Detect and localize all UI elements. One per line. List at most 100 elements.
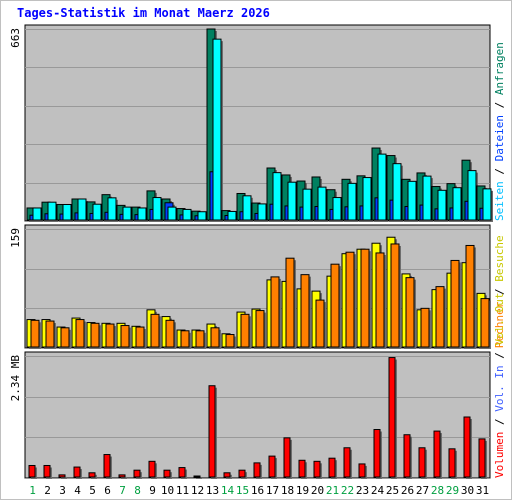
- bar-rechner: [255, 310, 265, 348]
- bar-seiten: [152, 197, 162, 221]
- bar-dateien: [179, 214, 189, 221]
- bar-seiten: [347, 182, 357, 221]
- bar-dateien: [374, 197, 384, 221]
- legend-item: Vol. In: [493, 365, 506, 411]
- bar-seiten: [122, 206, 132, 221]
- legend-item: Anfragen: [493, 42, 506, 95]
- bar-anfragen: [476, 185, 486, 221]
- bar-volumen: [223, 472, 231, 478]
- x-tick-label: 17: [266, 484, 279, 497]
- legend-item: Seiten: [493, 181, 506, 221]
- bar-besuche: [206, 323, 216, 348]
- bar-anfragen: [131, 206, 141, 221]
- bar-dateien: [44, 213, 54, 221]
- x-tick-label: 16: [251, 484, 264, 497]
- bar-seiten: [272, 172, 282, 221]
- bar-anfragen: [311, 176, 321, 221]
- bar-volumen: [298, 459, 306, 478]
- bar-rechner: [315, 299, 325, 348]
- bar-volumen: [313, 460, 321, 478]
- legend-item: Besuche: [493, 235, 506, 281]
- x-tick-label: 2: [44, 484, 51, 497]
- bar-anfragen: [266, 167, 276, 221]
- bar-anfragen: [251, 202, 261, 221]
- bar-seiten: [77, 198, 87, 221]
- bar-rechner: [120, 325, 130, 348]
- bar-rechner: [240, 313, 250, 348]
- bar-rechner: [105, 323, 115, 348]
- bar-dateien: [149, 208, 159, 221]
- bar-dateien: [314, 206, 324, 221]
- bar-volumen: [148, 460, 156, 478]
- bar-volumen: [403, 434, 411, 478]
- bar-volumen: [478, 438, 486, 478]
- bar-rechner: [180, 330, 190, 348]
- bar-rechner: [480, 298, 490, 348]
- bar-besuche: [326, 275, 336, 348]
- bar-besuche: [176, 329, 186, 348]
- bar-seiten: [482, 188, 492, 221]
- x-tick-label: 25: [386, 484, 399, 497]
- bar-seiten: [92, 203, 102, 221]
- bar-rechner: [300, 274, 310, 348]
- legend-separator: /: [493, 412, 506, 432]
- panel-1-plot-area: [24, 24, 491, 222]
- bar-volumen: [73, 466, 81, 478]
- bar-anfragen: [461, 159, 471, 221]
- x-tick-label: 4: [74, 484, 81, 497]
- bar-dateien: [119, 213, 129, 221]
- bar-volumen: [193, 475, 201, 478]
- bar-seiten: [242, 195, 252, 221]
- bar-volumen: [373, 429, 381, 478]
- bar-seiten: [302, 188, 312, 221]
- bar-dateien: [239, 211, 249, 221]
- bar-besuche: [41, 319, 51, 348]
- bar-rechner: [450, 259, 460, 348]
- panel-3-ymax-label: 2.34 MB: [9, 355, 22, 402]
- bar-anfragen: [431, 186, 441, 221]
- bar-besuche: [371, 242, 381, 348]
- bar-volumen: [283, 437, 291, 478]
- bar-dateien: [209, 171, 219, 221]
- bar-seiten: [407, 180, 417, 221]
- bar-besuche: [266, 279, 276, 348]
- panel-2-legend: Rechner / Besuche: [493, 235, 506, 348]
- bar-dateien: [284, 205, 294, 221]
- bar-besuche: [131, 325, 141, 348]
- bar-seiten: [467, 170, 477, 221]
- bar-seiten: [212, 38, 222, 221]
- panel-1-legend: Seiten / Dateien / Anfragen: [493, 42, 506, 221]
- bar-besuche: [26, 319, 36, 348]
- bar-dateien: [464, 200, 474, 221]
- bar-rechner: [225, 334, 235, 348]
- legend-item: Volumen: [493, 432, 506, 478]
- bar-dateien: [74, 212, 84, 221]
- bar-dateien: [89, 212, 99, 221]
- bar-volumen: [388, 357, 396, 478]
- bar-dateien: [329, 208, 339, 221]
- bar-anfragen: [56, 203, 66, 221]
- x-tick-label: 10: [161, 484, 174, 497]
- bar-anfragen: [416, 172, 426, 221]
- bar-volumen: [163, 469, 171, 478]
- bar-volumen: [238, 469, 246, 478]
- bar-rechner: [360, 248, 370, 348]
- bar-volumen: [133, 469, 141, 478]
- bar-besuche: [476, 292, 486, 348]
- bar-volumen: [433, 430, 441, 478]
- bar-rechner: [165, 319, 175, 348]
- panel-1-ymax-label: 663: [9, 28, 22, 48]
- bar-seiten: [47, 201, 57, 221]
- bar-rechner: [75, 319, 85, 348]
- legend-separator: /: [493, 95, 506, 115]
- bar-rechner: [45, 320, 55, 348]
- bar-dateien: [419, 204, 429, 221]
- bar-volumen: [178, 467, 186, 478]
- bar-seiten: [197, 211, 207, 221]
- bar-rechner: [465, 244, 475, 348]
- bar-dateien: [299, 206, 309, 221]
- bar-besuche: [461, 262, 471, 348]
- bar-dateien: [134, 214, 144, 221]
